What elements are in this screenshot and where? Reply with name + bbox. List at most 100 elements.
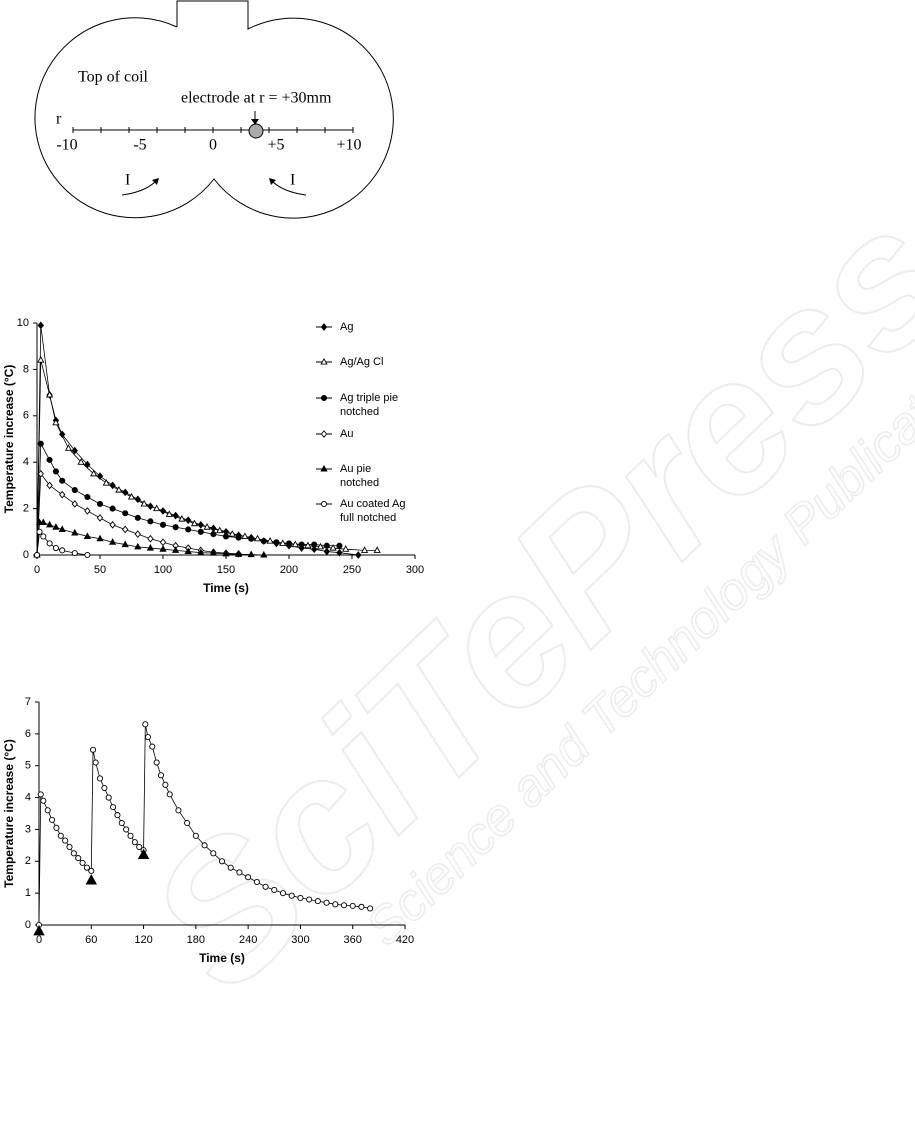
data-point xyxy=(273,539,280,546)
data-point xyxy=(210,850,217,857)
scale-label: +5 xyxy=(267,137,284,154)
data-point xyxy=(110,804,117,811)
data-point xyxy=(108,538,117,545)
data-point xyxy=(96,514,104,522)
x-tick-label: 300 xyxy=(406,564,424,576)
data-point xyxy=(279,539,287,546)
data-point xyxy=(36,528,43,535)
data-point xyxy=(84,507,91,515)
data-point xyxy=(157,772,165,779)
data-point xyxy=(247,550,255,558)
data-point xyxy=(96,534,104,542)
x-tick-label: 50 xyxy=(94,564,106,576)
data-point xyxy=(37,321,44,330)
data-point xyxy=(201,842,208,849)
data-point xyxy=(159,507,167,515)
y-tick-label: 4 xyxy=(23,456,29,468)
data-point xyxy=(40,533,47,540)
data-point xyxy=(134,530,141,538)
data-point xyxy=(33,551,41,559)
y-tick-label: 1 xyxy=(25,887,31,899)
data-point xyxy=(77,458,85,465)
data-point xyxy=(216,526,224,534)
data-point xyxy=(37,440,44,447)
x-tick-label: 180 xyxy=(187,934,205,946)
data-point xyxy=(285,540,293,547)
data-point xyxy=(71,528,79,536)
data-point xyxy=(149,743,156,750)
data-point xyxy=(235,534,242,541)
event-marker xyxy=(137,848,150,859)
data-point xyxy=(162,781,169,788)
x-tick-label: 150 xyxy=(217,564,235,576)
data-point xyxy=(52,468,59,475)
current-label: I xyxy=(290,172,295,189)
data-point xyxy=(46,481,53,490)
y-tick-label: 8 xyxy=(23,363,29,375)
data-point xyxy=(159,545,167,552)
data-point xyxy=(118,820,125,827)
legend-entry: Ag xyxy=(340,321,354,333)
data-point xyxy=(367,905,374,912)
data-point xyxy=(96,500,104,508)
data-point xyxy=(109,481,116,490)
data-point xyxy=(88,867,95,874)
data-point xyxy=(46,540,53,547)
data-point xyxy=(248,535,255,542)
data-point xyxy=(123,826,130,833)
data-point xyxy=(209,549,218,556)
data-point xyxy=(253,534,262,542)
event-marker xyxy=(85,874,97,885)
data-point xyxy=(52,418,60,426)
data-point xyxy=(46,456,53,463)
data-point xyxy=(121,540,129,548)
data-point xyxy=(142,721,149,728)
data-point xyxy=(342,545,350,552)
data-point xyxy=(59,477,66,484)
data-point xyxy=(109,521,116,529)
electrode-arrowhead xyxy=(251,119,259,125)
scale-label: 0 xyxy=(209,137,217,154)
data-point xyxy=(171,546,180,553)
chart: 0 1 2 3 4 5 6 7 0 60 120 180 240 300 360 420 Time (s) Tem… xyxy=(2,696,414,965)
data-point xyxy=(306,896,313,903)
data-point xyxy=(166,791,173,798)
legend-symbol xyxy=(320,430,328,438)
y-tick-label: 0 xyxy=(25,919,31,931)
legend-entry: Ag triple pie notched xyxy=(340,392,399,418)
data-point xyxy=(49,816,56,823)
data-point xyxy=(37,791,44,798)
data-point xyxy=(84,460,91,469)
data-point xyxy=(144,733,151,741)
data-point xyxy=(83,864,90,871)
data-point xyxy=(349,902,356,909)
data-point xyxy=(59,430,66,439)
data-point xyxy=(227,864,234,871)
data-point xyxy=(45,390,54,398)
data-point xyxy=(96,472,104,480)
data-point xyxy=(297,894,304,901)
legend-symbol xyxy=(320,500,328,508)
data-point xyxy=(245,874,252,881)
data-point xyxy=(71,486,78,494)
data-point xyxy=(178,514,186,522)
data-point xyxy=(218,858,226,865)
data-point xyxy=(184,820,191,827)
data-point xyxy=(192,832,199,839)
data-point xyxy=(298,541,305,548)
legend-entry: Ag/Ag Cl xyxy=(340,356,384,368)
data-point xyxy=(172,524,179,531)
data-point xyxy=(52,523,60,530)
data-point xyxy=(37,356,45,363)
y-tick-label: 2 xyxy=(23,503,29,515)
current-arrowhead xyxy=(152,178,159,185)
series-line xyxy=(36,325,359,556)
data-point xyxy=(131,839,138,846)
y-tick-label: 4 xyxy=(25,791,31,803)
current-arrowhead xyxy=(269,178,276,185)
coil-outline xyxy=(34,0,394,219)
data-point xyxy=(253,878,260,886)
data-point xyxy=(105,794,112,801)
